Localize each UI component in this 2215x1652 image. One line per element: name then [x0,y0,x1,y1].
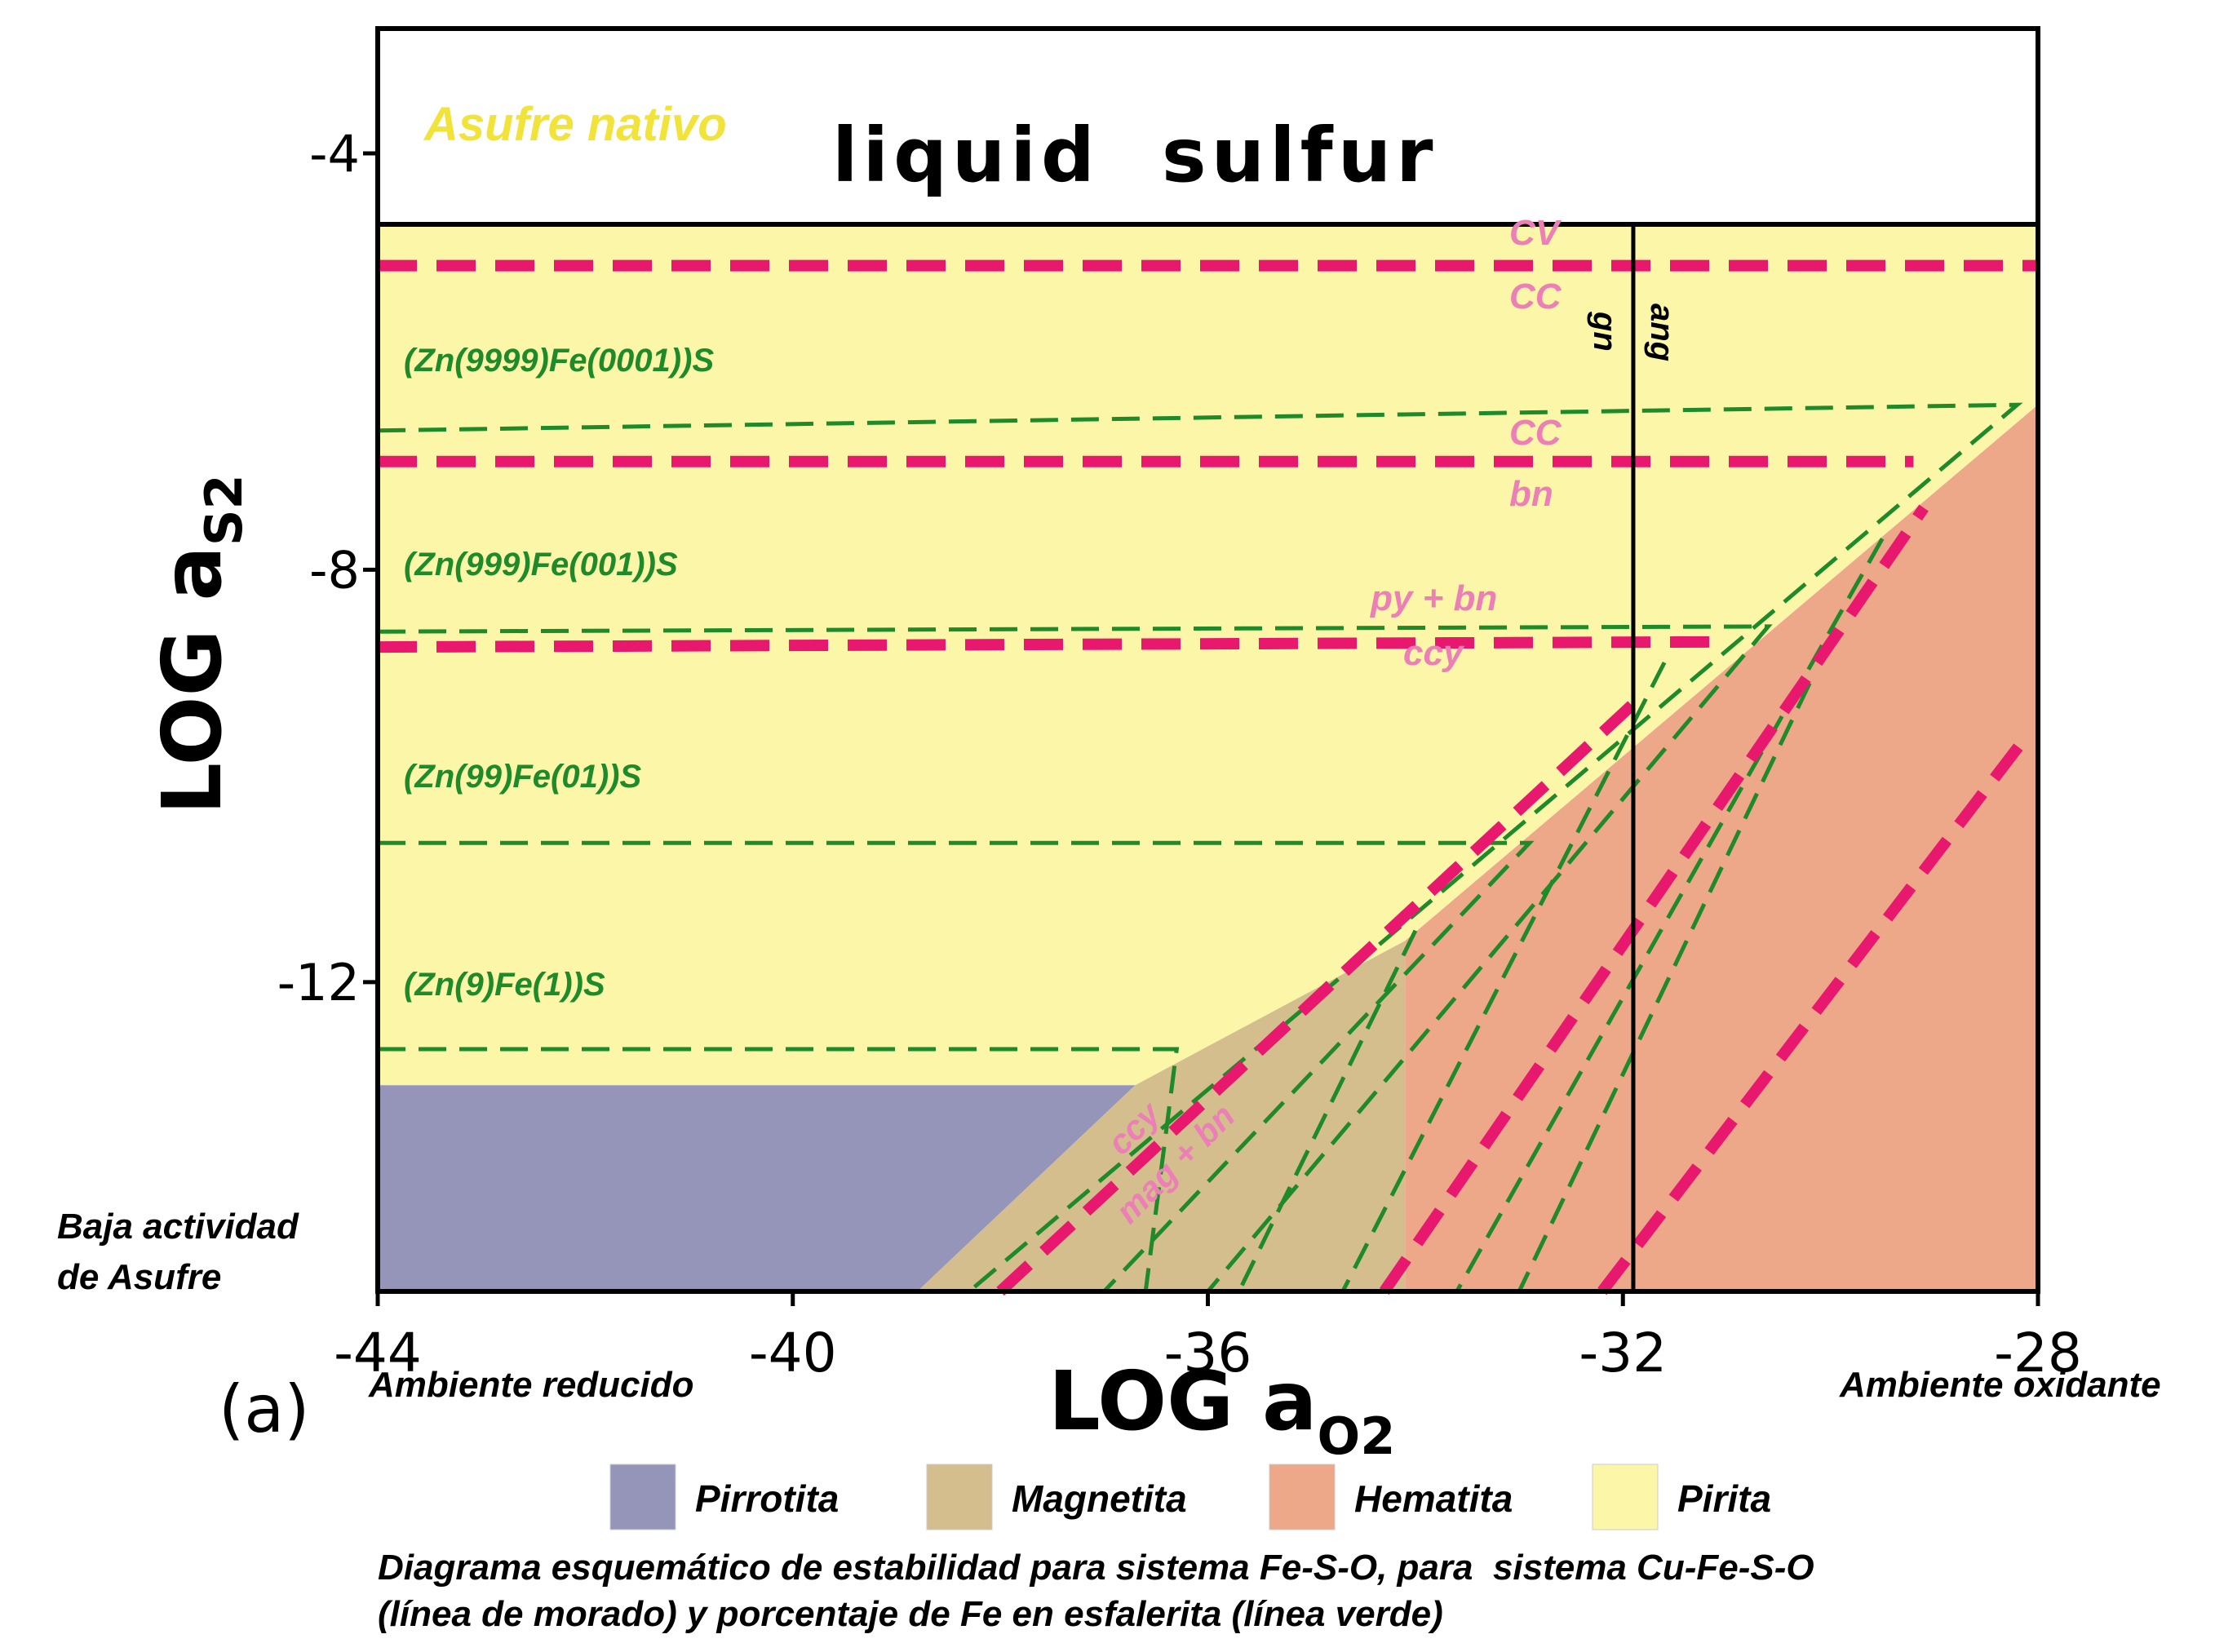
cu-label-bottom-3: ccy [1403,633,1465,673]
legend-label-magnetita: Magnetita [1012,1477,1187,1520]
x-axis-title-sub: O2 [1318,1406,1396,1466]
cu-label-top-2: CC [1509,413,1562,453]
sphalerite-line-8 [1237,929,1418,1293]
legend-swatch-pirita [1592,1464,1659,1530]
sphalerite-line-2 [377,624,1773,1293]
sphalerite-line-3 [378,840,1535,1293]
y-tick-label: -4 [309,124,360,184]
legend-swatch-magnetita [926,1464,993,1530]
legend-label-hematita: Hematita [1354,1477,1513,1520]
region-pirita [378,224,2038,1086]
cu-fe-s-o-lines [377,259,2038,1296]
panel-label: (a) [219,1371,309,1447]
gn-label: gn [1587,311,1623,352]
x-right-note: Ambiente oxidante [1839,1365,2161,1405]
caption-line-1: Diagrama esquemático de estabilidad para… [378,1548,1814,1588]
x-tick-label: -40 [749,1322,837,1384]
region-pirrotita [378,1085,1136,1291]
y-axis-title-sub: S2 [194,474,254,546]
sphalerite-label-2: (Zn(999)Fe(001))S [404,547,678,582]
sphalerite-line-5 [1455,538,1885,1293]
y-tick-label: -12 [277,953,360,1012]
left-note-line-1: Baja actividad [57,1207,299,1247]
sphalerite-label-3: (Zn(99)Fe(01))S [404,759,641,795]
caption-line-2: (línea de morado) y porcentaje de Fe en … [378,1594,1443,1634]
cu-label-top-3: py + bn [1370,578,1497,618]
ang-label: ang [1644,303,1680,361]
asufre-nativo-label: Asufre nativo [423,98,727,151]
left-note-line-2: de Asufre [57,1257,221,1297]
legend-label-pirita: Pirita [1677,1477,1771,1520]
sphalerite-line-6 [1517,682,1812,1293]
sphalerite-label-4: (Zn(9)Fe(1))S [404,967,605,1003]
legend-swatch-pirrotita [609,1464,676,1530]
liquid-sulfur-box [375,26,2040,227]
x-tick-label: -44 [334,1322,422,1384]
x-left-note: Ambiente reducido [368,1365,694,1405]
cu-label-bottom-2: bn [1509,474,1553,514]
legend: Pirrotita Magnetita Hematita Pirita [609,1464,1771,1530]
y-ticks: -4 -8 -12 [277,124,378,1012]
y-tick-label: -8 [309,540,360,600]
legend-label-pirrotita: Pirrotita [695,1477,839,1520]
liquid-sulfur-label: liquid sulfur [832,112,1438,199]
y-axis-title-main: LOG a [144,546,240,815]
mineral-regions [378,224,2038,1292]
cu-line-5 [1379,504,1929,1295]
sphalerite-label-1: (Zn(9999)Fe(0001))S [404,343,714,379]
x-axis-title-main: LOG a [1048,1353,1318,1449]
cu-line-3 [377,636,1717,653]
cu-label-bottom-1: CC [1509,277,1562,317]
y-axis-title: LOG aS2 [144,474,254,814]
x-ticks: -44 -40 -36 -32 -28 [334,1291,2082,1384]
legend-swatch-hematita [1269,1464,1336,1530]
sphalerite-line-4 [378,1047,1180,1292]
x-axis-title: LOG aO2 [1048,1353,1395,1466]
cu-line-4 [996,699,1637,1296]
sphalerite-line-7 [1340,661,1667,1293]
x-tick-label: -32 [1579,1322,1667,1384]
x-tick-label: -28 [1994,1322,2082,1384]
cu-label-top-1: CV [1509,213,1562,253]
svg-text:LOG aS2: LOG aS2 [144,474,254,814]
region-hematita [1405,405,2038,1292]
x-tick-label: -36 [1164,1322,1252,1384]
